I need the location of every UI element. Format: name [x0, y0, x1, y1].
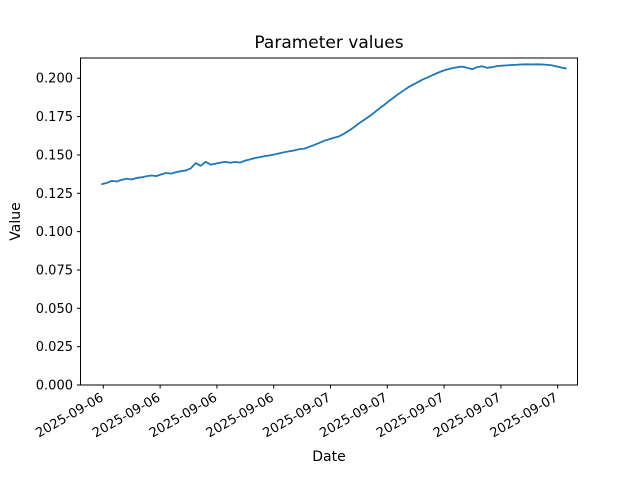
y-tick-label: 0.000 — [36, 379, 73, 394]
y-tick-label: 0.025 — [36, 340, 73, 355]
x-axis-ticks: 2025-09-062025-09-062025-09-062025-09-06… — [33, 385, 561, 441]
y-tick-label: 0.175 — [36, 110, 73, 125]
y-tick-label: 0.075 — [36, 263, 73, 278]
y-tick-label: 0.125 — [36, 187, 73, 202]
plot-frame — [80, 57, 578, 386]
chart-title: Parameter values — [254, 33, 403, 53]
y-tick-label: 0.200 — [36, 72, 73, 87]
y-tick-label: 0.100 — [36, 225, 73, 240]
y-tick-label: 0.050 — [36, 302, 73, 317]
series-line — [101, 63, 567, 185]
y-axis-label: Value — [8, 202, 24, 240]
y-axis-ticks: 0.000 0.025 0.050 0.075 0.100 0.125 0.150 0.175… — [36, 72, 81, 394]
x-axis-label: Date — [312, 449, 345, 465]
y-tick-label: 0.150 — [36, 148, 73, 163]
